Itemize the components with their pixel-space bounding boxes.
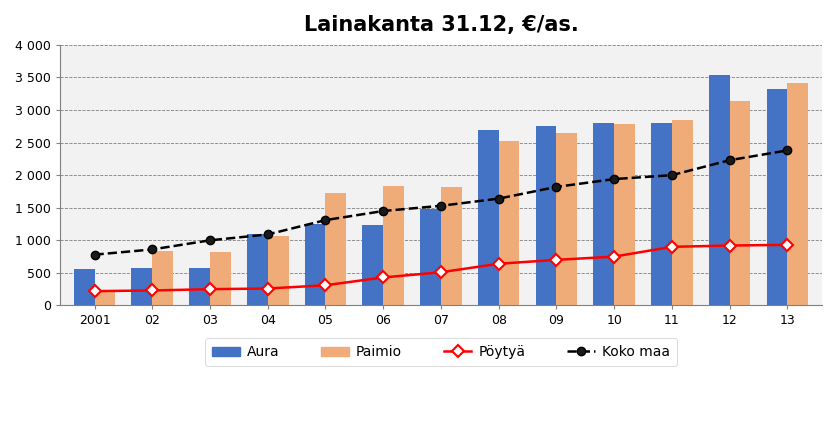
Bar [325,193,346,306]
Koko maa [551,184,561,190]
Pöytyä [436,270,446,275]
Pöytyä [666,244,676,250]
Bar [766,89,787,306]
Bar [535,126,556,306]
Pöytyä [782,242,792,248]
Bar [420,209,441,306]
Bar [787,83,808,306]
Bar [268,237,288,306]
Line: Pöytyä: Pöytyä [90,241,791,295]
Koko maa [205,237,215,243]
Bar [247,234,268,306]
Koko maa [263,232,273,237]
Bar [729,101,750,306]
Koko maa [782,148,792,153]
Bar [131,268,152,306]
Bar [593,123,614,306]
Legend: Aura, Paimio, Pöytyä, Koko maa: Aura, Paimio, Pöytyä, Koko maa [205,338,676,366]
Line: Koko maa: Koko maa [90,146,791,259]
Koko maa [724,158,734,163]
Pöytyä [378,275,388,280]
Bar [556,134,577,306]
Koko maa [609,177,619,182]
Pöytyä [493,261,503,267]
Bar [74,269,94,306]
Pöytyä [89,289,99,294]
Pöytyä [609,254,619,259]
Bar [210,252,231,306]
Koko maa [320,217,330,223]
Koko maa [666,172,676,178]
Bar [614,125,635,306]
Koko maa [493,196,503,201]
Bar [441,187,461,306]
Bar [498,141,519,306]
Bar [477,129,498,306]
Bar [650,123,671,306]
Koko maa [378,208,388,214]
Bar [304,224,325,306]
Bar [94,290,115,306]
Pöytyä [724,243,734,248]
Koko maa [89,252,99,257]
Bar [152,251,173,306]
Title: Lainakanta 31.12, €/as.: Lainakanta 31.12, €/as. [303,15,578,35]
Bar [708,75,729,306]
Koko maa [147,247,157,252]
Pöytyä [320,283,330,288]
Koko maa [436,203,446,208]
Pöytyä [147,288,157,293]
Pöytyä [263,286,273,291]
Bar [671,121,692,306]
Bar [383,186,404,306]
Bar [189,267,210,306]
Pöytyä [551,257,561,263]
Pöytyä [205,286,215,292]
Bar [362,225,383,306]
